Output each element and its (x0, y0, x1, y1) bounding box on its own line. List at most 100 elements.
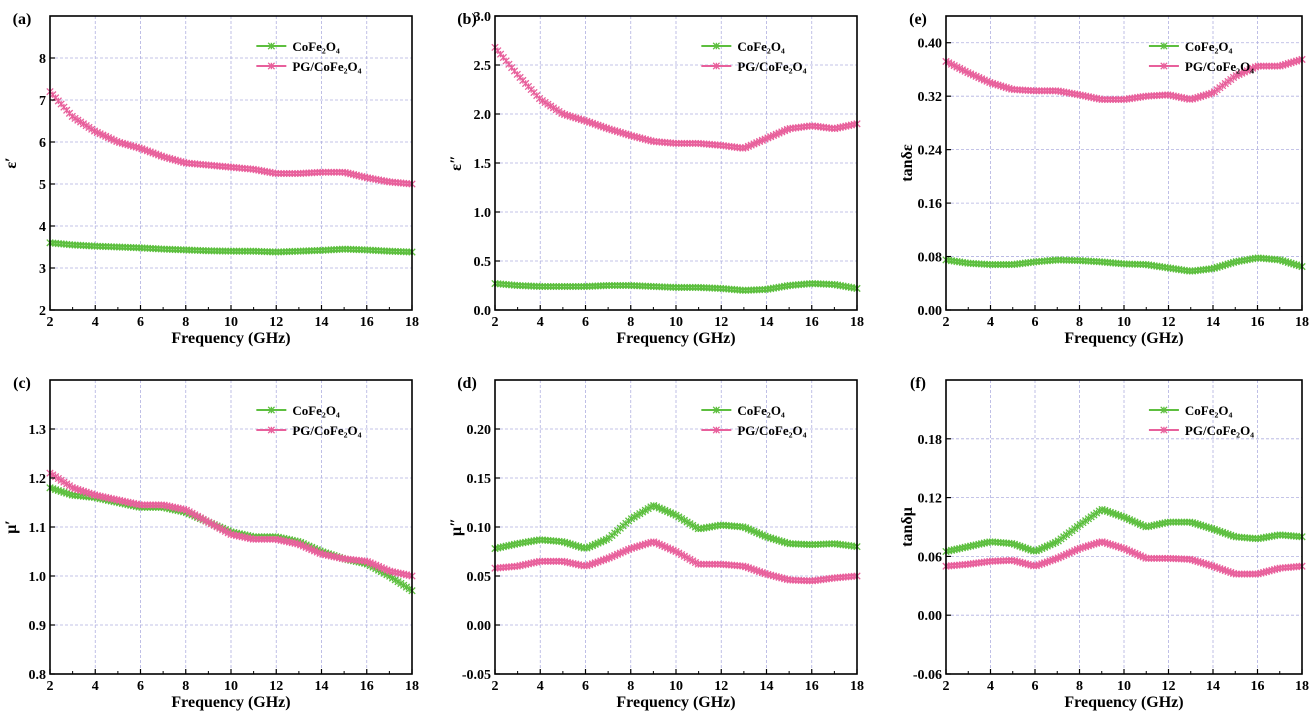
legend: CoFe₂O₄ PG/CoFe₂O₄ (701, 39, 807, 74)
y-tick-label: 0.06 (918, 550, 943, 565)
y-tick-label: 1.3 (29, 423, 47, 438)
x-tick-label: 6 (137, 679, 144, 694)
y-tick-label: 0.12 (918, 492, 943, 507)
panel-b: 2 4 6 8 10 12 14 16 180.00.51.01.52.02.53.0Frequ… (448, 10, 864, 347)
legend-label: CoFe₂O₄ (737, 39, 785, 54)
y-tick-label: 0.18 (918, 433, 943, 448)
x-tick-label: 14 (1206, 679, 1220, 694)
x-tick-label: 4 (537, 315, 544, 330)
x-tick-label: 8 (1076, 315, 1083, 330)
x-tick-label: 8 (627, 315, 634, 330)
x-tick-label: 16 (360, 679, 374, 694)
y-tick-label: 2.0 (474, 108, 492, 123)
x-tick-label: 12 (269, 679, 283, 694)
legend-label: PG/CoFe₂O₄ (1185, 423, 1254, 438)
y-tick-label: 1.5 (474, 157, 492, 172)
x-tick-label: 10 (669, 315, 683, 330)
x-tick-label: 2 (492, 679, 499, 694)
x-tick-label: 4 (92, 679, 99, 694)
y-axis-title: μ′ (3, 520, 20, 534)
x-tick-label: 8 (1076, 679, 1083, 694)
y-tick-label: 0.20 (467, 423, 492, 438)
y-tick-label: 1.1 (29, 521, 47, 536)
y-tick-label: 4 (39, 220, 46, 235)
legend-label: CoFe₂O₄ (292, 39, 340, 54)
x-tick-label: 10 (224, 679, 238, 694)
x-tick-label: 16 (1251, 679, 1265, 694)
y-tick-label: 0.32 (918, 90, 943, 105)
x-tick-label: 6 (137, 315, 144, 330)
x-tick-label: 4 (92, 315, 99, 330)
panel-d: 2 4 6 8 10 12 14 16 18 -0.05 0.00 0.05 0.10 0.15 0.20 F… (448, 375, 864, 711)
y-axis-title: ε″ (448, 155, 465, 171)
x-tick-label: 2 (47, 315, 54, 330)
y-tick-label: 0.8 (29, 668, 47, 683)
legend-label: PG/CoFe₂O₄ (292, 423, 361, 438)
panel-f: 2 4 6 8 10 12 14 16 18 -0.06 0.00 0.06 0.12 0.18 Frequ… (899, 375, 1309, 711)
series-pg-cofe2o4 (46, 87, 416, 188)
series-cofe2o4 (46, 239, 416, 256)
y-axis-title: ε′ (3, 157, 20, 168)
y-tick-label: 7 (39, 94, 46, 109)
x-tick-label: 6 (582, 679, 589, 694)
x-axis-title: Frequency (GHz) (1064, 694, 1183, 711)
y-tick-label: -0.06 (913, 668, 942, 683)
legend-label: PG/CoFe₂O₄ (737, 59, 806, 74)
y-tick-label: 0.16 (918, 197, 943, 212)
x-tick-label: 2 (943, 315, 950, 330)
x-tick-label: 12 (1162, 679, 1176, 694)
panel-label: (f) (910, 375, 926, 392)
legend: CoFe₂O₄ PG/CoFe₂O₄ (256, 403, 362, 438)
x-tick-label: 6 (1032, 315, 1039, 330)
legend: CoFe₂O₄ PG/CoFe₂O₄ (1148, 39, 1254, 74)
y-tick-label: 0.08 (918, 251, 943, 266)
y-tick-label: 0.00 (467, 619, 492, 634)
y-tick-label: 0.00 (918, 609, 943, 624)
legend-label: CoFe₂O₄ (737, 403, 785, 418)
x-tick-label: 10 (1117, 315, 1131, 330)
y-tick-label: 0.0 (474, 304, 492, 319)
legend: CoFe₂O₄ PG/CoFe₂O₄ (256, 39, 362, 74)
x-tick-label: 14 (315, 679, 329, 694)
y-tick-label: 0.40 (918, 37, 943, 52)
y-tick-label: 0.15 (467, 472, 492, 487)
panel-c: 2 4 6 8 10 12 14 16 18 0.8 0.9 1.0 1.1 1.2 1.3 Frequenc… (3, 375, 419, 711)
x-tick-label: 10 (224, 315, 238, 330)
x-tick-label: 8 (627, 679, 634, 694)
x-tick-label: 16 (1251, 315, 1265, 330)
x-tick-label: 4 (987, 679, 994, 694)
x-axis-title: Frequency (GHz) (1064, 330, 1183, 347)
x-tick-label: 2 (47, 679, 54, 694)
x-tick-label: 6 (1032, 679, 1039, 694)
x-tick-label: 18 (850, 315, 864, 330)
y-tick-label: 2.5 (474, 59, 492, 74)
y-tick-label: 0.24 (918, 144, 943, 159)
x-tick-label: 16 (360, 315, 374, 330)
x-tick-label: 10 (1117, 679, 1131, 694)
x-tick-label: 4 (987, 315, 994, 330)
y-tick-label: 0.00 (918, 304, 943, 319)
y-tick-label: 1.0 (474, 206, 492, 221)
panel-label: (b) (457, 11, 477, 28)
x-tick-label: 8 (182, 679, 189, 694)
legend-label: PG/CoFe₂O₄ (737, 423, 806, 438)
y-tick-label: 3 (39, 262, 46, 277)
legend-marker (267, 42, 275, 50)
y-tick-label: 2 (39, 304, 46, 319)
y-tick-label: 0.05 (467, 570, 492, 585)
x-tick-label: 10 (669, 679, 683, 694)
x-tick-label: 12 (269, 315, 283, 330)
x-tick-label: 16 (805, 315, 819, 330)
x-tick-label: 18 (405, 315, 419, 330)
legend: CoFe₂O₄ PG/CoFe₂O₄ (701, 403, 807, 438)
x-tick-label: 12 (714, 315, 728, 330)
panel-label: (a) (13, 11, 32, 28)
x-tick-label: 18 (1295, 315, 1309, 330)
y-tick-label: 0.9 (29, 619, 47, 634)
x-tick-label: 8 (182, 315, 189, 330)
y-tick-label: 0.10 (467, 521, 492, 536)
x-tick-label: 12 (1162, 315, 1176, 330)
legend-marker (267, 62, 275, 70)
legend-label: PG/CoFe₂O₄ (1185, 59, 1254, 74)
